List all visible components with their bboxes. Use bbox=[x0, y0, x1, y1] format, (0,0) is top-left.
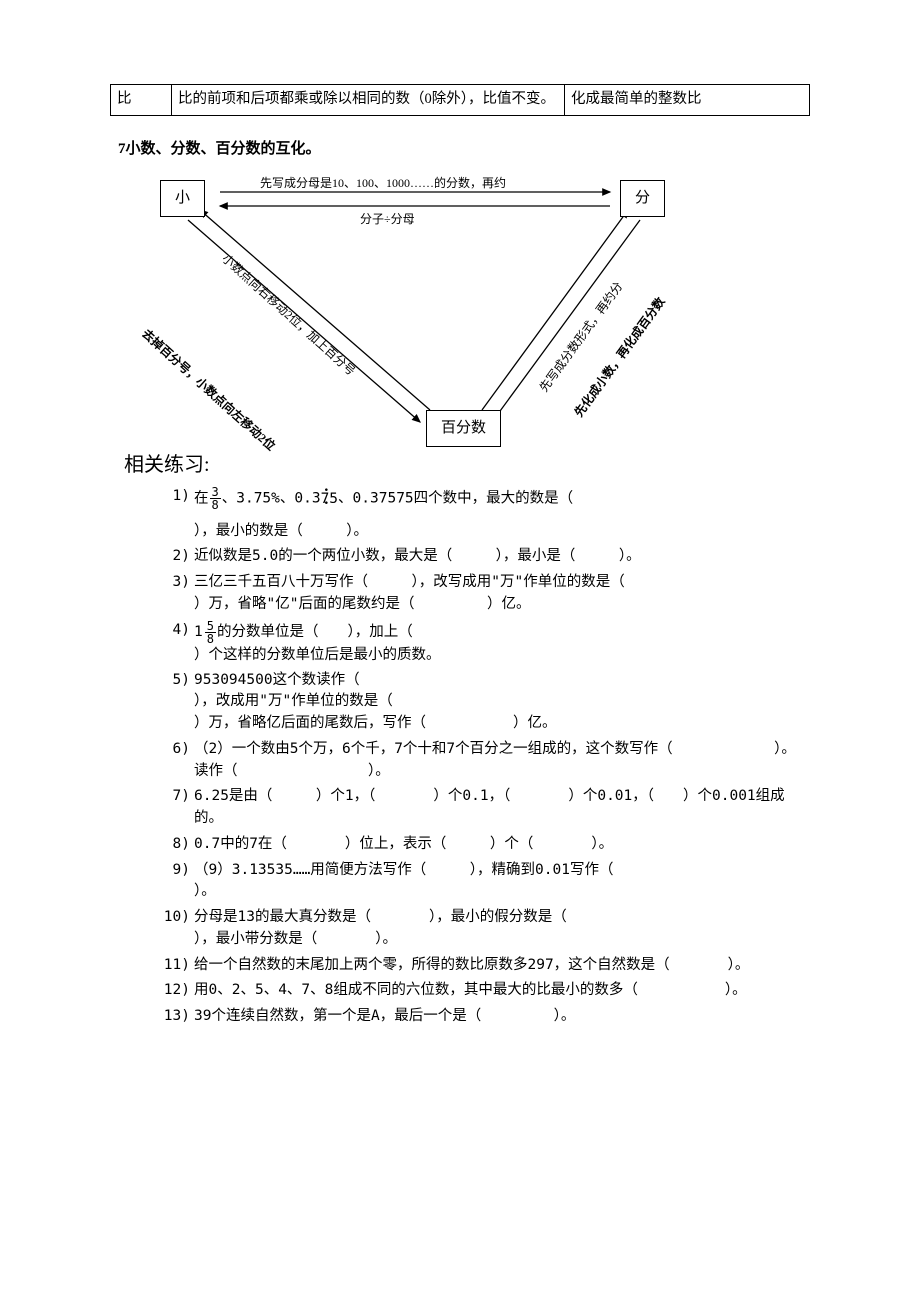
text: 分母是13的最大真分数是（ ），最小的假分数是（ bbox=[194, 909, 567, 925]
recurring: 75 bbox=[321, 489, 338, 510]
list-item: 10) 分母是13的最大真分数是（ ），最小的假分数是（ ），最小带分数是（ ）… bbox=[160, 905, 810, 953]
text: （9）3.13535……用简便方法写作（ ），精确到0.01写作（ bbox=[194, 862, 613, 878]
conversion-diagram: 小 分 百分数 先写成分母是10、100、1000……的分数，再约 分子÷分母 … bbox=[130, 170, 690, 450]
text: 给一个自然数的末尾加上两个零，所得的数比原数多297，这个自然数是（ ）。 bbox=[194, 957, 749, 973]
exercise-title: 相关练习: bbox=[124, 450, 810, 480]
list-item: 7)6.25是由（ ）个1，（ ）个0.1，（ ）个0.01，（ ）个0.001… bbox=[160, 784, 810, 832]
text: 、3.75%、0.3 bbox=[222, 491, 321, 507]
text: ）个这样的分数单位后是最小的质数。 bbox=[194, 647, 441, 663]
list-item: 9) （9）3.13535……用简便方法写作（ ），精确到0.01写作（ ）。 bbox=[160, 858, 810, 906]
text: 、0.37575四个数中，最大的数是（ bbox=[338, 491, 573, 507]
table-cell-2: 比的前项和后项都乘或除以相同的数（0除外），比值不变。 bbox=[172, 85, 565, 116]
list-item: 5) 953094500这个数读作（ ），改成用"万"作单位的数是（ ）万，省略… bbox=[160, 668, 810, 737]
node-decimal: 小 bbox=[160, 180, 205, 217]
text: （2）一个数由5个万，6个千，7个十和7个百分之一组成的，这个数写作（ ）。读作… bbox=[194, 741, 796, 779]
list-item: 8)0.7中的7在（ ）位上，表示（ ）个（ ）。 bbox=[160, 832, 810, 858]
node-percent: 百分数 bbox=[426, 410, 501, 447]
text: 近似数是5.0的一个两位小数，最大是（ ），最小是（ ）。 bbox=[194, 548, 641, 564]
top-table: 比 比的前项和后项都乘或除以相同的数（0除外），比值不变。 化成最简单的整数比 bbox=[110, 84, 810, 116]
text: ），最小带分数是（ ）。 bbox=[194, 931, 397, 947]
node-fraction: 分 bbox=[620, 180, 665, 217]
text: 用0、2、5、4、7、8组成不同的六位数，其中最大的比最小的数多（ ）。 bbox=[194, 982, 747, 998]
exercise-list: 1) 在38、3.75%、0.375、0.37575四个数中，最大的数是（ ），… bbox=[160, 484, 810, 1030]
text: 39个连续自然数，第一个是A，最后一个是（ ）。 bbox=[194, 1008, 575, 1024]
text: 的分数单位是（ ），加上（ bbox=[217, 624, 413, 640]
fraction: 38 bbox=[210, 486, 221, 511]
text: 953094500这个数读作（ bbox=[194, 672, 360, 688]
text: ），改成用"万"作单位的数是（ bbox=[194, 693, 393, 709]
list-item: 3) 三亿三千五百八十万写作（ ），改写成用"万"作单位的数是（ ）万，省略"亿… bbox=[160, 570, 810, 618]
text: ）万，省略亿后面的尾数后，写作（ ）亿。 bbox=[194, 715, 557, 731]
list-item: 1) 在38、3.75%、0.375、0.37575四个数中，最大的数是（ ），… bbox=[160, 484, 810, 544]
text: 三亿三千五百八十万写作（ ），改写成用"万"作单位的数是（ bbox=[194, 574, 625, 590]
list-item: 11)给一个自然数的末尾加上两个零，所得的数比原数多297，这个自然数是（ ）。 bbox=[160, 953, 810, 979]
text: ）。 bbox=[194, 883, 216, 899]
list-item: 6)（2）一个数由5个万，6个千，7个十和7个百分之一组成的，这个数写作（ ）。… bbox=[160, 737, 810, 785]
list-item: 12)用0、2、5、4、7、8组成不同的六位数，其中最大的比最小的数多（ ）。 bbox=[160, 978, 810, 1004]
list-item: 2)近似数是5.0的一个两位小数，最大是（ ），最小是（ ）。 bbox=[160, 544, 810, 570]
label-top1: 先写成分母是10、100、1000……的分数，再约 bbox=[260, 174, 506, 192]
list-item: 4) 158的分数单位是（ ），加上（ ）个这样的分数单位后是最小的质数。 bbox=[160, 618, 810, 668]
table-row: 比 比的前项和后项都乘或除以相同的数（0除外），比值不变。 化成最简单的整数比 bbox=[111, 85, 810, 116]
page: 比 比的前项和后项都乘或除以相同的数（0除外），比值不变。 化成最简单的整数比 … bbox=[0, 0, 920, 1090]
text: 0.7中的7在（ ）位上，表示（ ）个（ ）。 bbox=[194, 836, 613, 852]
section-title: 7小数、分数、百分数的互化。 bbox=[118, 138, 810, 161]
list-item: 13)39个连续自然数，第一个是A，最后一个是（ ）。 bbox=[160, 1004, 810, 1030]
text: ），最小的数是（ ）。 bbox=[194, 523, 368, 539]
mixed-number: 158 bbox=[194, 620, 217, 645]
text: 在 bbox=[194, 491, 209, 507]
label-top2: 分子÷分母 bbox=[360, 210, 415, 228]
text: ）万，省略"亿"后面的尾数约是（ ）亿。 bbox=[194, 596, 530, 612]
table-cell-3: 化成最简单的整数比 bbox=[565, 85, 810, 116]
table-cell-1: 比 bbox=[111, 85, 172, 116]
text: 6.25是由（ ）个1，（ ）个0.1，（ ）个0.01，（ ）个0.001组成… bbox=[194, 788, 785, 826]
